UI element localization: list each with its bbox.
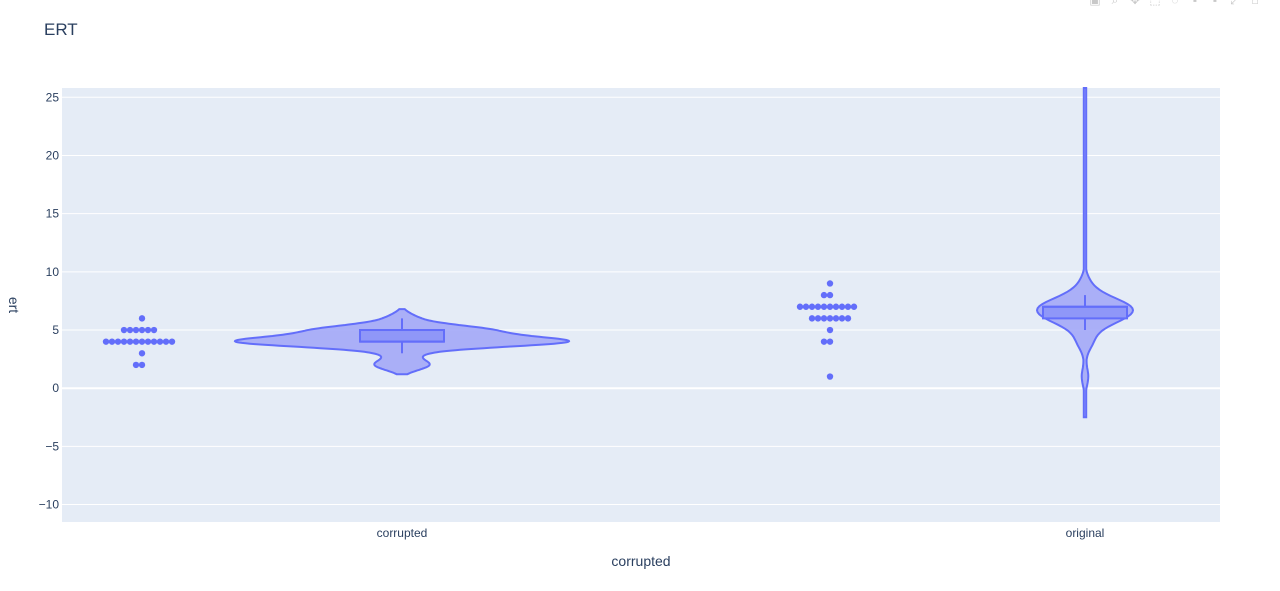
point-original [850,303,858,310]
autoscale-icon[interactable]: ⤢ [1230,0,1240,7]
point-original [844,315,852,322]
y-tick-label: 0 [52,381,59,395]
y-tick-label: 10 [46,265,60,279]
point-corrupted [132,338,140,345]
pan-icon[interactable]: ✥ [1129,0,1141,7]
point-original [796,303,804,310]
point-original [832,303,840,310]
point-corrupted [138,350,146,357]
violin-original [1035,87,1135,419]
point-corrupted [126,326,134,334]
point-corrupted [150,338,158,345]
point-original [820,291,828,299]
point-corrupted [144,338,152,345]
violins [233,87,1135,419]
point-original [826,373,834,380]
zoom-icon[interactable]: ⌕ [1111,0,1119,7]
y-tick-labels: −10 −5 0 5 10 15 20 25 [39,90,60,511]
point-original [844,303,852,310]
x-tick-label: corrupted [377,526,428,540]
point-corrupted [138,326,146,334]
y-tick-label: −5 [45,439,59,453]
point-original [802,303,810,310]
point-original [826,280,834,287]
gridlines [62,96,1220,506]
point-corrupted [156,338,164,345]
y-tick-label: 5 [52,323,59,337]
point-original [826,303,834,310]
point-corrupted [126,338,134,345]
point-corrupted [144,326,152,334]
zoom-in-icon[interactable]: ▪ [1192,0,1198,7]
point-corrupted [132,361,140,369]
y-tick-label: 15 [46,207,60,221]
box-original [1042,305,1128,320]
point-corrupted [138,315,146,322]
point-original [838,303,846,310]
point-original [814,303,822,310]
chart-title: ERT [44,20,78,39]
point-corrupted [168,338,176,345]
camera-icon[interactable]: ▣ [1089,0,1101,7]
point-corrupted [138,361,146,369]
box-select-icon[interactable]: ⬚ [1149,0,1161,7]
point-original [832,315,840,322]
y-tick-label: 20 [46,148,60,162]
box-corrupted [359,329,445,343]
lasso-icon[interactable]: ◌ [1171,0,1179,7]
point-original [826,338,834,345]
reset-axes-icon[interactable]: ⌂ [1251,0,1259,7]
x-tick-labels: corrupted original [377,526,1105,540]
point-corrupted [114,338,122,345]
point-original [838,315,846,322]
point-corrupted [162,338,170,345]
point-original [808,315,816,322]
x-axis-title: corrupted [611,553,670,569]
y-tick-label: −10 [39,498,60,512]
point-original [814,315,822,322]
point-original [820,338,828,345]
point-corrupted [120,326,128,334]
modebar: ▣ ⌕ ✥ ⬚ ◌ ▪ ▪ ⤢ ⌂ [1088,0,1262,6]
point-original [826,326,834,334]
point-original [826,315,834,322]
x-tick-label: original [1066,526,1105,540]
point-corrupted [138,338,146,345]
points [102,280,858,380]
y-axis-title: ert [6,297,22,313]
plot-area [62,88,1220,522]
point-corrupted [108,338,116,345]
point-original [808,303,816,310]
point-corrupted [120,338,128,345]
y-tick-label: 25 [46,90,60,104]
point-corrupted [102,338,110,345]
point-original [820,303,828,310]
point-original [826,291,834,299]
point-corrupted [132,326,140,334]
zoom-out-icon[interactable]: ▪ [1212,0,1218,7]
point-corrupted [150,326,158,334]
point-original [820,315,828,322]
